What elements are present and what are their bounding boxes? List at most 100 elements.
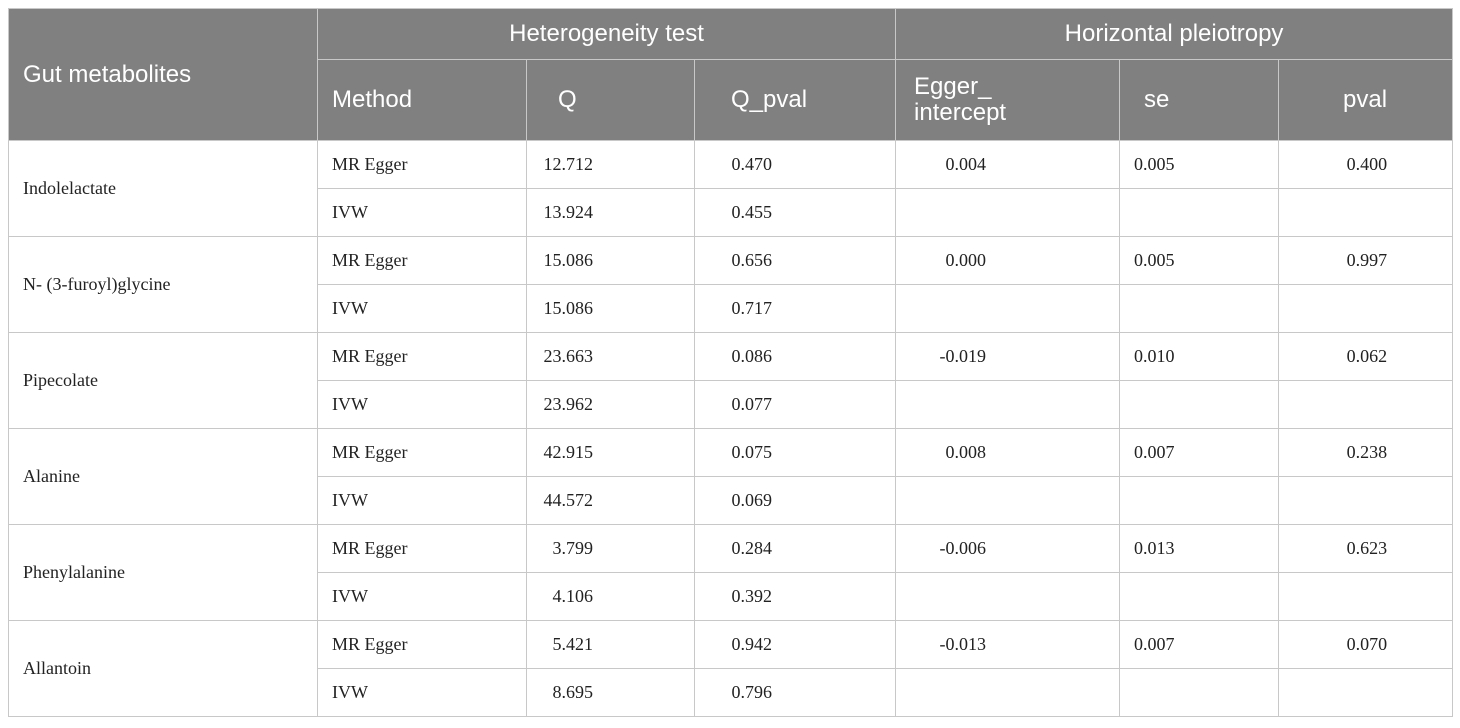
empty-cell — [895, 284, 1121, 333]
q-pval: 0.284 — [693, 524, 897, 573]
column-header: Egger_ intercept — [895, 59, 1121, 141]
table-row: Phenylalanine MR Egger 3.799 0.284 -0.006 0.0… — [8, 524, 1454, 621]
column-header: se — [1119, 59, 1280, 141]
se: 0.010 — [1119, 332, 1280, 381]
column-header: Q — [526, 59, 695, 141]
empty-cell — [895, 380, 1121, 429]
q-value: 4.106 — [526, 572, 695, 621]
table-row: IVW 23.962 0.077 — [9, 380, 1454, 429]
metabolite: Allantoin — [8, 620, 318, 717]
empty-cell — [1119, 572, 1280, 621]
table-row: Alanine MR Egger 42.915 0.075 0.008 0.007 0.23… — [8, 428, 1454, 525]
method: MR Egger — [317, 524, 527, 573]
empty-cell — [895, 476, 1121, 525]
method: MR Egger — [317, 620, 527, 669]
q-value: 3.799 — [526, 524, 695, 573]
q-value: 42.915 — [526, 428, 695, 477]
metabolite: Alanine — [8, 428, 318, 525]
empty-cell — [1119, 188, 1280, 237]
q-value: 13.924 — [526, 188, 695, 237]
column-header-text: Egger_ intercept — [914, 72, 1007, 126]
metabolite: Phenylalanine — [8, 524, 318, 621]
se: 0.007 — [1119, 428, 1280, 477]
method: IVW — [317, 284, 527, 333]
metabolite: Indolelactate — [8, 140, 318, 237]
empty-cell — [1278, 476, 1454, 525]
q-value: 5.421 — [526, 620, 695, 669]
column-header: pval — [1278, 59, 1454, 141]
q-pval: 0.717 — [693, 284, 897, 333]
q-pval: 0.077 — [693, 380, 897, 429]
table-body: Indolelactate MR Egger 12.712 0.470 0.004 0.0… — [8, 140, 1454, 717]
q-pval: 0.470 — [693, 140, 897, 189]
pval: 0.238 — [1278, 428, 1454, 477]
empty-cell — [1278, 572, 1454, 621]
q-pval: 0.086 — [693, 332, 897, 381]
method: IVW — [317, 572, 527, 621]
q-pval: 0.075 — [693, 428, 897, 477]
se: 0.005 — [1119, 140, 1280, 189]
empty-cell — [1119, 668, 1280, 717]
egger-intercept: -0.019 — [895, 332, 1121, 381]
se: 0.013 — [1119, 524, 1280, 573]
pval: 0.623 — [1278, 524, 1454, 573]
q-value: 15.086 — [526, 236, 695, 285]
column-header: Q_pval — [693, 59, 897, 141]
method: IVW — [317, 188, 527, 237]
q-pval: 0.069 — [693, 476, 897, 525]
table-row: IVW 13.924 0.455 — [9, 188, 1454, 237]
table-row: IVW 8.695 0.796 — [9, 668, 1454, 717]
table-row: Pipecolate MR Egger 23.663 0.086 -0.019 0.010… — [8, 332, 1454, 429]
method: IVW — [317, 476, 527, 525]
empty-cell — [1278, 284, 1454, 333]
q-pval: 0.942 — [693, 620, 897, 669]
table-row: N- (3-furoyl)glycine MR Egger 15.086 0.656 0… — [8, 236, 1454, 333]
results-table: Gut metabolites Heterogeneity test Horiz… — [8, 8, 1454, 717]
empty-cell — [1278, 380, 1454, 429]
se: 0.005 — [1119, 236, 1280, 285]
table-row: IVW 4.106 0.392 — [9, 572, 1454, 621]
pval: 0.070 — [1278, 620, 1454, 669]
q-pval: 0.392 — [693, 572, 897, 621]
empty-cell — [1278, 668, 1454, 717]
empty-cell — [895, 188, 1121, 237]
method: IVW — [317, 380, 527, 429]
metabolite: N- (3-furoyl)glycine — [8, 236, 318, 333]
empty-cell — [895, 572, 1121, 621]
egger-intercept: 0.004 — [895, 140, 1121, 189]
pval: 0.997 — [1278, 236, 1454, 285]
empty-cell — [1119, 476, 1280, 525]
q-value: 15.086 — [526, 284, 695, 333]
empty-cell — [1278, 188, 1454, 237]
q-value: 8.695 — [526, 668, 695, 717]
method: MR Egger — [317, 140, 527, 189]
q-value: 23.962 — [526, 380, 695, 429]
method: IVW — [317, 668, 527, 717]
q-value: 12.712 — [526, 140, 695, 189]
q-pval: 0.656 — [693, 236, 897, 285]
group-header: Gut metabolites — [8, 8, 318, 141]
pval: 0.062 — [1278, 332, 1454, 381]
column-header: Method — [317, 59, 527, 141]
method: MR Egger — [317, 332, 527, 381]
table-row: Indolelactate MR Egger 12.712 0.470 0.004 0.0… — [8, 140, 1454, 237]
q-value: 44.572 — [526, 476, 695, 525]
method: MR Egger — [317, 236, 527, 285]
egger-intercept: -0.006 — [895, 524, 1121, 573]
egger-intercept: -0.013 — [895, 620, 1121, 669]
q-pval: 0.455 — [693, 188, 897, 237]
empty-cell — [1119, 380, 1280, 429]
metabolite: Pipecolate — [8, 332, 318, 429]
table-row: Allantoin MR Egger 5.421 0.942 -0.013 0.007 0.… — [8, 620, 1454, 717]
group-header: Heterogeneity test — [316, 8, 897, 60]
pval: 0.400 — [1278, 140, 1454, 189]
q-pval: 0.796 — [693, 668, 897, 717]
se: 0.007 — [1119, 620, 1280, 669]
table-row: IVW 44.572 0.069 — [9, 476, 1454, 525]
egger-intercept: 0.008 — [895, 428, 1121, 477]
method: MR Egger — [317, 428, 527, 477]
empty-cell — [1119, 284, 1280, 333]
egger-intercept: 0.000 — [895, 236, 1121, 285]
q-value: 23.663 — [526, 332, 695, 381]
